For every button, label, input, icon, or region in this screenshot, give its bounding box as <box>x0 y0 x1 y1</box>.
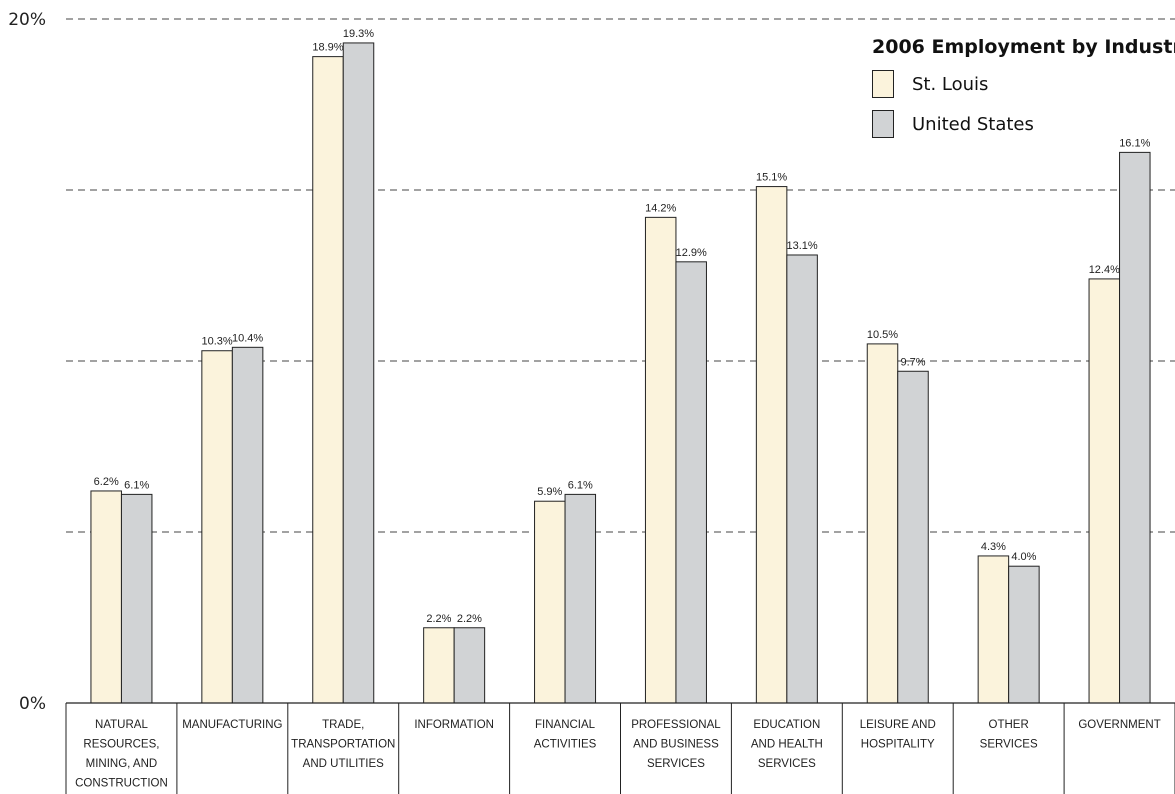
data-label: 2.2% <box>457 613 482 625</box>
data-label: 16.1% <box>1119 137 1150 149</box>
bar <box>755 186 788 704</box>
bar <box>564 493 597 704</box>
bar <box>120 493 153 704</box>
category-label: TRANSPORTATION <box>291 739 395 751</box>
category-label: SERVICES <box>647 758 705 770</box>
category-label: ACTIVITIES <box>534 739 597 751</box>
category-label: GOVERNMENT <box>1078 719 1160 731</box>
y-tick-label: 20% <box>8 10 46 30</box>
bar <box>342 42 375 704</box>
legend-swatch-st-louis <box>872 70 894 98</box>
category-label: EDUCATION <box>753 719 820 731</box>
data-label: 6.2% <box>94 476 119 488</box>
category-label: RESOURCES, <box>83 739 159 751</box>
y-tick-label: 0% <box>19 694 46 714</box>
bar <box>312 56 344 704</box>
category-label: HOSPITALITY <box>861 739 935 751</box>
category-label: AND HEALTH <box>751 739 823 751</box>
data-label: 4.3% <box>981 541 1006 553</box>
data-label: 12.4% <box>1089 264 1120 276</box>
category-label: AND BUSINESS <box>633 739 719 751</box>
data-label: 12.9% <box>676 247 707 259</box>
bar <box>453 627 486 704</box>
category-label: INFORMATION <box>414 719 494 731</box>
category-label: CONSTRUCTION <box>75 778 168 790</box>
legend: 2006 Employment by Industry St. Louis Un… <box>872 36 1175 138</box>
data-label: 5.9% <box>537 486 562 498</box>
legend-label-united-states: United States <box>912 113 1034 135</box>
data-label: 6.1% <box>568 479 593 491</box>
bar <box>897 370 929 704</box>
bar <box>1088 278 1121 704</box>
data-label: 19.3% <box>343 28 374 40</box>
data-label: 14.2% <box>645 202 676 214</box>
legend-item-st-louis: St. Louis <box>872 70 1175 98</box>
bar <box>977 555 1010 704</box>
bar <box>644 216 677 704</box>
bar <box>675 261 707 704</box>
chart-title: 2006 Employment by Industry <box>872 36 1175 58</box>
category-label: OTHER <box>989 719 1029 731</box>
data-label: 10.3% <box>201 336 232 348</box>
data-label: 10.4% <box>232 332 263 344</box>
bar <box>1008 565 1040 704</box>
legend-swatch-united-states <box>872 110 894 138</box>
bar <box>866 343 899 704</box>
category-label: MINING, AND <box>86 758 158 770</box>
bar <box>201 350 233 704</box>
bar <box>90 490 122 704</box>
legend-item-united-states: United States <box>872 110 1175 138</box>
category-label: LEISURE AND <box>860 719 936 731</box>
bar <box>1119 151 1151 704</box>
category-label: TRADE, <box>322 719 364 731</box>
category-label: PROFESSIONAL <box>631 719 721 731</box>
category-label: FINANCIAL <box>535 719 596 731</box>
data-label: 10.5% <box>867 329 898 341</box>
bar <box>534 500 566 704</box>
data-label: 18.9% <box>312 42 343 54</box>
category-label: NATURAL <box>95 719 148 731</box>
data-label: 4.0% <box>1011 551 1036 563</box>
bar <box>786 254 818 704</box>
data-label: 15.1% <box>756 172 787 184</box>
data-label: 6.1% <box>124 479 149 491</box>
category-label: MANUFACTURING <box>182 719 282 731</box>
data-label: 9.7% <box>900 356 925 368</box>
bar <box>423 627 455 704</box>
category-label: SERVICES <box>980 739 1038 751</box>
data-label: 13.1% <box>786 240 817 252</box>
category-label: SERVICES <box>758 758 816 770</box>
legend-label-st-louis: St. Louis <box>912 73 989 95</box>
category-label: AND UTILITIES <box>303 758 384 770</box>
bar <box>231 346 264 704</box>
data-label: 2.2% <box>426 613 451 625</box>
